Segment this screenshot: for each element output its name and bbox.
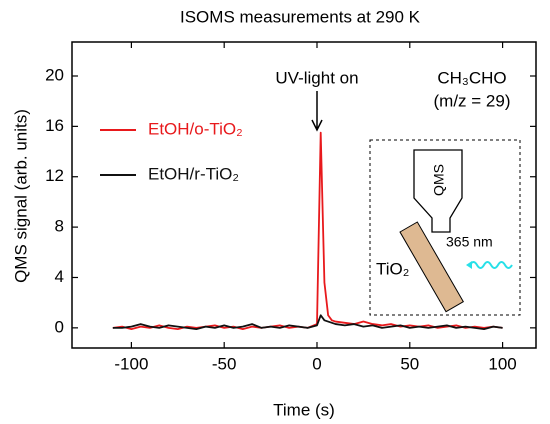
series-line [112,314,503,331]
y-tick-label: 12 [45,166,64,185]
sample-label: TiO₂ [376,259,409,278]
x-tick-label: -100 [114,354,148,373]
x-axis-label: Time (s) [273,400,335,419]
mz-annotation: (m/z = 29) [434,91,511,110]
y-tick-label: 0 [55,317,64,336]
inset-frame [369,139,521,316]
inset: QMS TiO₂ 365 nm [369,139,521,316]
plot-frame [71,41,537,349]
x-tick-label: 0 [312,354,321,373]
sample-slab [399,221,465,313]
wavelength-label: 365 nm [446,234,493,250]
y-tick-label: 20 [45,65,64,84]
x-tick-label: 100 [488,354,516,373]
y-tick-label: 16 [45,116,64,135]
light-wave [469,261,513,269]
qms-shape [413,149,463,233]
legend-label: EtOH/r-TiO₂ [148,164,239,183]
species-annotation: CH₃CHO [437,68,506,87]
uv-annotation: UV-light on [275,68,358,87]
y-tick-label: 8 [55,217,64,236]
uv-arrow [311,91,323,132]
x-tick-label: 50 [400,354,419,373]
qms-label: QMS [431,164,447,196]
y-axis-label: QMS signal (arb. units) [11,109,30,283]
legend-label: EtOH/o-TiO₂ [148,119,243,138]
x-tick-label: -50 [212,354,237,373]
light-arrow [466,261,472,269]
chart-title: ISOMS measurements at 290 K [180,7,421,26]
y-tick-label: 4 [55,267,64,286]
